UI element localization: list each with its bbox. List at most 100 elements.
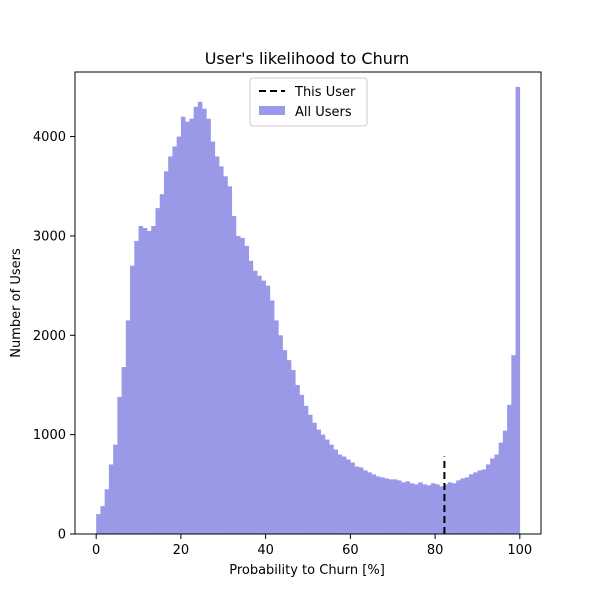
y-axis-label: Number of Users [9,248,24,358]
histogram-bar [341,456,347,534]
histogram-bar [384,478,389,534]
histogram-bar [435,484,440,534]
histogram-bar [396,480,402,534]
histogram-bar [206,118,211,534]
x-tick-label: 40 [257,543,274,558]
histogram-bar [299,394,305,534]
histogram-bar [189,118,194,534]
histogram-bar [210,141,216,535]
histogram-bar [130,265,135,534]
histogram-bar [515,86,521,535]
histogram-bar [303,405,309,534]
histogram-bar [219,166,224,534]
histogram-bar [193,106,199,535]
histogram-bar [456,480,461,534]
histogram-bar [320,434,326,534]
histogram-bar [117,396,122,534]
histogram-bar [121,367,127,534]
legend: This User All Users [249,77,368,127]
histogram-bar [481,469,487,534]
plot-area-frame [74,71,542,535]
histogram-bar [502,430,508,534]
histogram-bar [507,404,512,534]
legend-all-users-label: All Users [295,105,352,120]
histogram-bar [430,483,436,534]
histogram-bar [202,108,207,534]
histogram-bar [244,245,249,534]
histogram-bar [447,482,453,534]
histogram-bar [452,483,457,534]
histogram-bar [138,226,144,534]
histogram-bar [151,226,156,534]
histogram-bar [439,486,444,534]
histogram-bar [155,208,161,534]
legend-all-users-swatch [259,106,285,115]
histogram-bar [113,444,118,534]
histogram-bar [371,474,377,534]
histogram-bar [172,146,177,534]
histogram-bar [100,506,105,534]
histogram-bar [168,156,173,534]
histogram-bar [464,477,470,534]
x-tick-label: 60 [342,543,359,558]
histogram-bar [261,280,266,534]
histogram-bar [485,464,491,534]
histogram-bar [375,476,381,534]
histogram-bar [96,514,101,534]
histogram-bar [274,320,279,534]
x-tick-label: 20 [173,543,190,558]
histogram-bar [227,186,233,534]
histogram-bar [358,467,364,534]
histogram-bar [159,194,165,534]
histogram-bar [163,171,169,534]
histogram-bar [409,483,415,534]
histogram-bar [265,285,271,534]
histogram-bar [316,429,322,534]
x-tick-label: 80 [427,543,444,558]
histogram-bar [329,444,334,534]
histogram-bar [392,479,398,534]
y-axis: 0 1000 2000 3000 4000 [33,130,75,543]
histogram-bar [426,485,432,534]
histogram-bar [180,116,186,535]
histogram-bar [308,414,313,534]
histogram-bar [147,230,152,534]
histogram-bar [312,422,317,534]
histogram-bar [282,350,288,534]
histogram-bar [418,482,423,534]
histogram-bar [405,481,410,534]
histogram-bar [401,482,406,534]
histogram-bar [134,240,139,534]
histogram-bar [324,439,330,534]
histogram-bar [468,474,474,534]
histogram-bar [473,472,478,534]
histogram-bar [380,477,385,534]
histogram-bar [108,464,114,534]
x-axis: 0 20 40 60 80 100 [92,534,532,558]
y-tick-label: 0 [58,528,66,543]
histogram-bar [278,335,283,534]
x-tick-label: 0 [92,543,100,558]
y-tick-label: 1000 [33,428,66,443]
histogram-bar [460,478,466,534]
y-tick-label: 4000 [33,130,66,145]
histogram-bar [176,136,182,534]
histogram-bar [367,472,372,534]
histogram-bar [291,370,296,534]
histogram-bar [498,442,504,534]
y-tick-label: 2000 [33,329,66,344]
histogram-bar [413,484,419,534]
histogram-bar [422,484,427,534]
histogram-bars [96,86,521,535]
histogram-bar [104,489,110,534]
histogram-bar [125,320,131,534]
histogram-bar [197,101,203,534]
histogram-bar [295,384,300,534]
histogram-bar [494,454,499,534]
legend-this-user-label: This User [294,85,356,100]
histogram-bar [235,235,241,534]
histogram-bar [286,360,292,534]
histogram-bar [511,355,516,534]
histogram-bar [269,300,275,534]
